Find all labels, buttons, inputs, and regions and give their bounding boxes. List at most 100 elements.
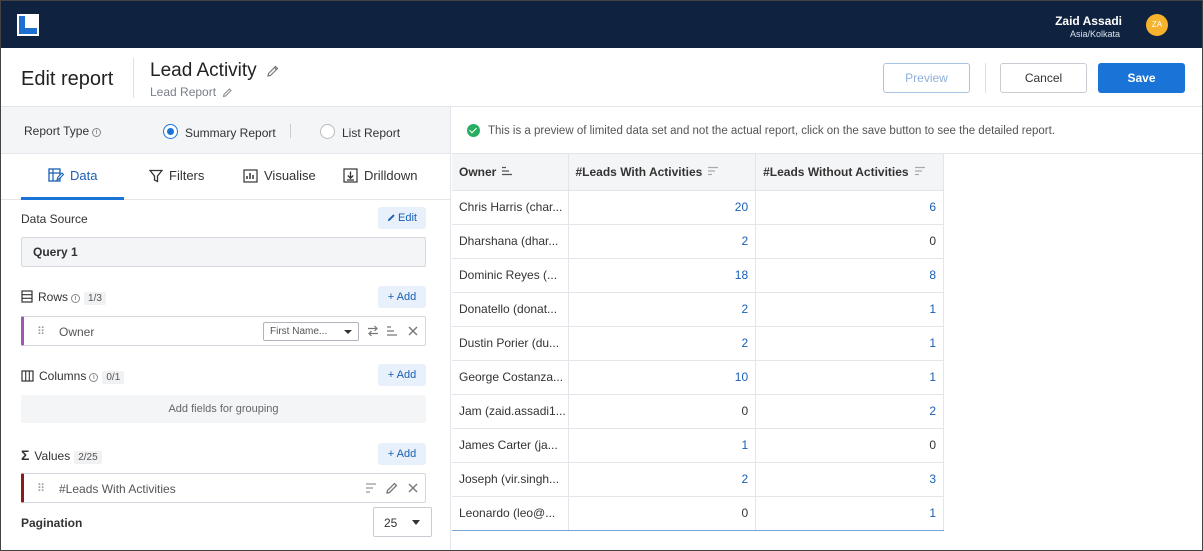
report-name: Lead Activity: [150, 60, 280, 82]
table-row: Dominic Reyes (... 18 8: [452, 258, 944, 293]
active-tab-indicator: [21, 197, 124, 200]
tab-data[interactable]: Data: [48, 168, 97, 183]
value-sort-icon[interactable]: [364, 481, 378, 495]
leads-with-cell[interactable]: 2: [568, 224, 757, 259]
leads-without-cell[interactable]: 6: [755, 190, 944, 225]
drag-handle-icon[interactable]: ⠿: [37, 326, 45, 338]
values-label: Σ Values 2/25: [21, 447, 102, 464]
data-source-value[interactable]: Query 1: [21, 237, 426, 267]
success-check-icon: [467, 124, 480, 137]
table-row: Dharshana (dhar... 2 0: [452, 224, 944, 259]
tab-drilldown[interactable]: Drilldown: [343, 168, 417, 183]
pagination-select[interactable]: 25: [373, 507, 432, 537]
report-type-bar: Report Type i Summary Report List Report: [1, 107, 450, 154]
edit-name-pencil-icon[interactable]: [266, 64, 280, 78]
sigma-icon: Σ: [21, 447, 30, 463]
report-subtitle-text: Lead Report: [150, 85, 217, 99]
top-bar: Zaid Assadi Asia/Kolkata ZA: [1, 1, 1202, 48]
user-name: Zaid Assadi: [1055, 14, 1122, 28]
summary-report-radio[interactable]: [163, 124, 178, 139]
leads-with-cell[interactable]: 2: [568, 326, 757, 361]
rows-label: Rows i 1/3: [21, 290, 106, 305]
add-value-button[interactable]: + Add: [378, 443, 426, 465]
leads-without-cell[interactable]: 0: [755, 428, 944, 463]
report-subtitle: Lead Report: [150, 85, 233, 99]
tab-filters[interactable]: Filters: [149, 168, 204, 183]
table-row: Leonardo (leo@... 0 1: [452, 496, 944, 531]
drilldown-icon: [343, 168, 358, 183]
cancel-button[interactable]: Cancel: [1000, 63, 1087, 93]
leads-without-cell[interactable]: 1: [755, 292, 944, 327]
column-header-leads-with[interactable]: #Leads With Activities: [568, 154, 757, 191]
preview-table-container: Owner #Leads With Activities #Leads With…: [452, 154, 945, 531]
leads-without-cell[interactable]: 1: [755, 326, 944, 361]
tab-visualise[interactable]: Visualise: [243, 168, 316, 183]
page-title: Edit report: [21, 68, 114, 90]
column-header-leads-without[interactable]: #Leads Without Activities: [755, 154, 944, 191]
owner-cell: Donatello (donat...: [452, 292, 569, 327]
leads-with-cell[interactable]: 20: [568, 190, 757, 225]
leads-with-cell[interactable]: 10: [568, 360, 757, 395]
column-header-owner[interactable]: Owner: [452, 154, 569, 191]
leads-with-cell[interactable]: 2: [568, 292, 757, 327]
preview-banner-text: This is a preview of limited data set an…: [488, 125, 1056, 137]
value-field-leads-with-activities[interactable]: ⠿ #Leads With Activities: [21, 473, 426, 503]
leads-without-cell[interactable]: 2: [755, 394, 944, 429]
leads-without-cell[interactable]: 1: [755, 496, 944, 531]
leads-without-cell[interactable]: 3: [755, 462, 944, 497]
save-button[interactable]: Save: [1098, 63, 1185, 93]
leads-with-cell[interactable]: 1: [568, 428, 757, 463]
owner-sort-icon[interactable]: [501, 166, 513, 176]
owner-cell: Leonardo (leo@...: [452, 496, 569, 531]
summary-report-label[interactable]: Summary Report: [185, 126, 276, 140]
leads-with-cell[interactable]: 0: [568, 394, 757, 429]
name-format-select[interactable]: First Name...: [263, 322, 359, 341]
list-report-label[interactable]: List Report: [342, 126, 401, 140]
leads-with-cell[interactable]: 0: [568, 496, 757, 531]
app-logo-icon[interactable]: [17, 14, 39, 36]
owner-cell: Joseph (vir.singh...: [452, 462, 569, 497]
table-row: Jam (zaid.assadi1... 0 2: [452, 394, 944, 429]
value-drag-handle-icon[interactable]: ⠿: [37, 483, 45, 495]
preview-button[interactable]: Preview: [883, 63, 970, 93]
columns-count: 0/1: [102, 371, 125, 384]
button-divider: [985, 63, 986, 93]
leads-with-cell[interactable]: 2: [568, 462, 757, 497]
left-panel: Report Type i Summary Report List Report …: [1, 107, 451, 550]
columns-label: Columns i 0/1: [21, 369, 125, 384]
header-divider: [133, 58, 134, 98]
table-row: Dustin Porier (du... 2 1: [452, 326, 944, 361]
leads-without-cell[interactable]: 1: [755, 360, 944, 395]
remove-row-close-icon[interactable]: [406, 324, 420, 338]
edit-subtitle-pencil-icon[interactable]: [222, 87, 233, 98]
columns-info-icon: i: [89, 373, 99, 382]
chart-icon: [243, 169, 258, 183]
leads-with-sort-icon[interactable]: [707, 166, 719, 176]
config-tabs: Data Filters Visualise Drilldown: [1, 154, 450, 200]
avatar[interactable]: ZA: [1146, 14, 1168, 36]
value-edit-pencil-icon[interactable]: [385, 481, 399, 495]
add-column-button[interactable]: + Add: [378, 364, 426, 386]
leads-with-cell[interactable]: 18: [568, 258, 757, 293]
preview-banner: This is a preview of limited data set an…: [452, 107, 1202, 154]
rows-icon: [21, 290, 33, 303]
table-row: James Carter (ja... 1 0: [452, 428, 944, 463]
sort-icon[interactable]: [385, 324, 399, 338]
swap-icon[interactable]: [366, 324, 380, 338]
leads-without-cell[interactable]: 0: [755, 224, 944, 259]
report-name-text: Lead Activity: [150, 60, 257, 81]
columns-dropzone[interactable]: Add fields for grouping: [21, 395, 426, 423]
owner-cell: Chris Harris (char...: [452, 190, 569, 225]
owner-cell: Dharshana (dhar...: [452, 224, 569, 259]
add-row-button[interactable]: + Add: [378, 286, 426, 308]
leads-without-cell[interactable]: 8: [755, 258, 944, 293]
row-field-owner[interactable]: ⠿ Owner First Name...: [21, 316, 426, 346]
remove-value-close-icon[interactable]: [406, 481, 420, 495]
list-report-radio[interactable]: [320, 124, 335, 139]
user-timezone: Asia/Kolkata: [1069, 29, 1120, 39]
table-row: Joseph (vir.singh... 2 3: [452, 462, 944, 497]
table-row: George Costanza... 10 1: [452, 360, 944, 395]
edit-data-source-button[interactable]: Edit: [378, 207, 426, 229]
report-type-label: Report Type i: [24, 124, 102, 138]
leads-without-sort-icon[interactable]: [914, 166, 926, 176]
